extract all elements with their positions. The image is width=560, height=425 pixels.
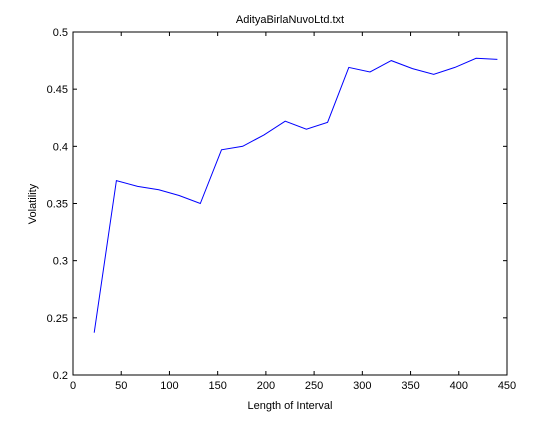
y-tick-label: 0.45: [47, 84, 68, 96]
x-tick-label: 0: [70, 380, 76, 392]
data-series: [93, 57, 498, 333]
series-line: [93, 57, 498, 333]
x-tick-label: 100: [160, 380, 178, 392]
x-tick-label: 200: [257, 380, 275, 392]
plot-frame: [72, 31, 508, 376]
y-axis-label: Volatility: [27, 183, 39, 224]
x-tick-label: 250: [305, 380, 323, 392]
axis-tick-labels: 0 50 100 150 200 250 300 350 400 450 0.2 0.25 0.3 0.3…: [47, 27, 517, 392]
x-tick-label: 150: [208, 380, 226, 392]
y-tick-label: 0.5: [53, 27, 68, 39]
y-tick-label: 0.3: [53, 256, 68, 268]
x-tick-label: 300: [353, 380, 371, 392]
y-tick-label: 0.2: [53, 370, 68, 382]
x-tick-label: 450: [498, 380, 516, 392]
x-tick-label: 350: [401, 380, 419, 392]
y-tick-label: 0.25: [47, 313, 68, 325]
x-tick-label: 50: [115, 380, 127, 392]
plot-area: [73, 32, 507, 375]
x-tick-label: 400: [450, 380, 468, 392]
x-axis-label: Length of Interval: [247, 400, 332, 412]
y-tick-label: 0.4: [53, 141, 68, 153]
chart-title: AdityaBirlaNuvoLtd.txt: [236, 14, 344, 26]
y-tick-label: 0.35: [47, 199, 68, 211]
